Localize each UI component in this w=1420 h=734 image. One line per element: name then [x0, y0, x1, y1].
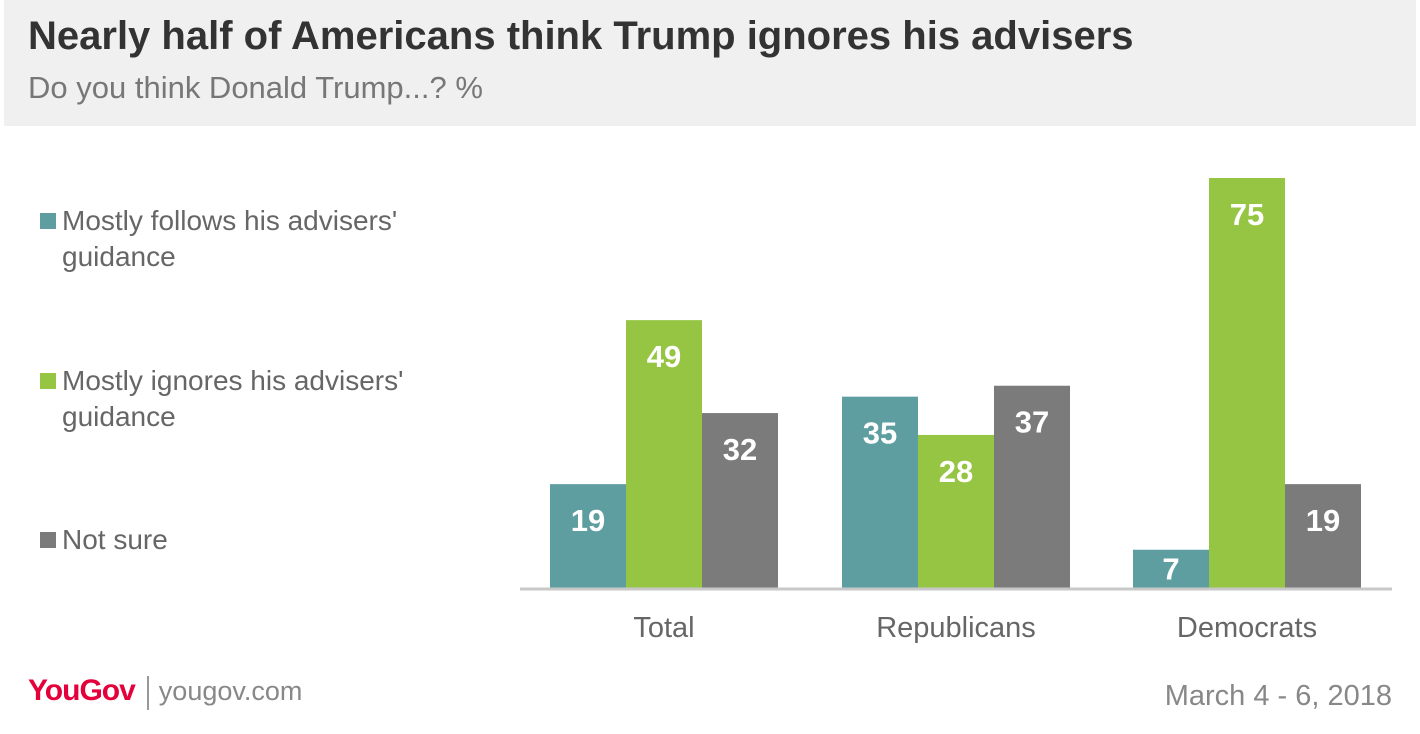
legend-swatch-follows: [40, 213, 56, 229]
data-label-democrats-not-sure: 19: [1306, 503, 1340, 538]
logo-gov-text: Gov: [79, 674, 135, 707]
logo-you-text: You: [28, 674, 80, 707]
legend-label-follows: Mostly follows his advisers' guidance: [62, 205, 398, 272]
bar-republicans-not-sure: [994, 385, 1070, 588]
data-label-republicans-not-sure: 37: [1015, 405, 1049, 440]
chart-title: Nearly half of Americans think Trump ign…: [28, 14, 1134, 58]
legend-label-ignores: Mostly ignores his advisers' guidance: [62, 365, 404, 432]
bar-democrats-ignores: [1209, 178, 1285, 588]
bar-total-follows: [550, 484, 626, 588]
bar-republicans-follows: [842, 396, 918, 588]
footer-date: March 4 - 6, 2018: [1164, 680, 1392, 712]
x-tick-total: Total: [633, 612, 694, 644]
legend-swatch-ignores: [40, 373, 56, 389]
x-tick-democrats: Democrats: [1177, 612, 1317, 644]
yougov-logo: YouGov yougov.com: [28, 674, 302, 713]
bar-democrats-not-sure: [1285, 484, 1361, 588]
data-label-total-follows: 19: [571, 503, 605, 538]
bar-total-not-sure: [702, 413, 778, 588]
data-label-democrats-ignores: 75: [1230, 197, 1264, 232]
bar-democrats-follows: [1133, 549, 1209, 588]
data-label-republicans-ignores: 28: [939, 454, 973, 489]
x-tick-republicans: Republicans: [876, 612, 1036, 644]
bar-total-ignores: [626, 320, 702, 588]
data-label-republicans-follows: 35: [863, 416, 897, 451]
data-label-total-ignores: 49: [647, 339, 681, 374]
legend-label-not-sure: Not sure: [62, 524, 168, 555]
data-label-democrats-follows: 7: [1162, 552, 1179, 587]
chart-header: Nearly half of Americans think Trump ign…: [4, 0, 1416, 126]
legend-swatch-not-sure: [40, 532, 56, 548]
data-label-total-not-sure: 32: [723, 432, 757, 467]
chart-subtitle: Do you think Donald Trump...? %: [28, 70, 483, 105]
footer-url: yougov.com: [158, 676, 303, 706]
logo-divider: [146, 675, 149, 710]
bar-republicans-ignores: [918, 434, 994, 588]
